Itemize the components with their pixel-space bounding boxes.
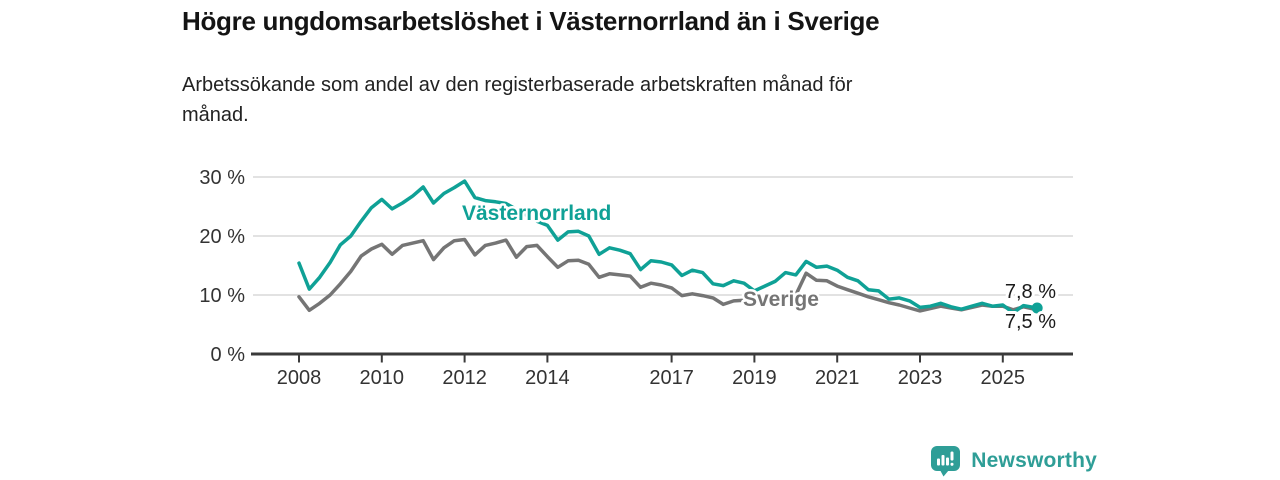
y-axis-tick-label: 10 % xyxy=(199,285,245,307)
y-axis-tick-label: 20 % xyxy=(199,226,245,248)
x-axis-tick-label: 2021 xyxy=(815,367,860,389)
chart-subtitle: Arbetssökande som andel av den registerb… xyxy=(182,70,852,130)
series-label-sverige: Sverige xyxy=(743,288,819,311)
newsworthy-logo: Newsworthy xyxy=(929,444,1097,477)
x-axis-tick-label: 2017 xyxy=(649,367,694,389)
x-axis-tick-label: 2010 xyxy=(360,367,405,389)
x-axis-tick-label: 2019 xyxy=(732,367,777,389)
series-line-sverige xyxy=(297,237,1039,313)
chart-subtitle-line1: Arbetssökande som andel av den registerb… xyxy=(182,74,853,96)
unemployment-line-chart: 0 % 10 % 20 % 30 % 2008 2010 2012 2014 2017 2019 2… xyxy=(199,167,1073,389)
page-title: Högre ungdomsarbetslöshet i Västernorrla… xyxy=(182,6,880,36)
series-label-västernorrland: Västernorrland xyxy=(462,202,611,225)
x-axis-tick-label: 2012 xyxy=(442,367,487,389)
y-axis-tick-label: 30 % xyxy=(199,167,245,189)
newsworthy-logo-icon xyxy=(931,446,961,477)
x-axis-tick-label: 2014 xyxy=(525,367,570,389)
newsworthy-logo-text: Newsworthy xyxy=(971,448,1097,472)
chart-subtitle-line2: månad. xyxy=(182,104,249,126)
x-axis-tick-label: 2025 xyxy=(981,367,1026,389)
series-end-dot xyxy=(1031,302,1043,314)
x-axis-tick-label: 2008 xyxy=(277,367,322,389)
y-axis-tick-label: 0 % xyxy=(211,344,246,366)
series-end-value-sverige: 7,5 % xyxy=(1005,311,1056,333)
x-axis-tick-label: 2023 xyxy=(898,367,943,389)
series-line-västernorrland xyxy=(297,179,1039,315)
series-end-value-västernorrland: 7,8 % xyxy=(1005,281,1056,303)
